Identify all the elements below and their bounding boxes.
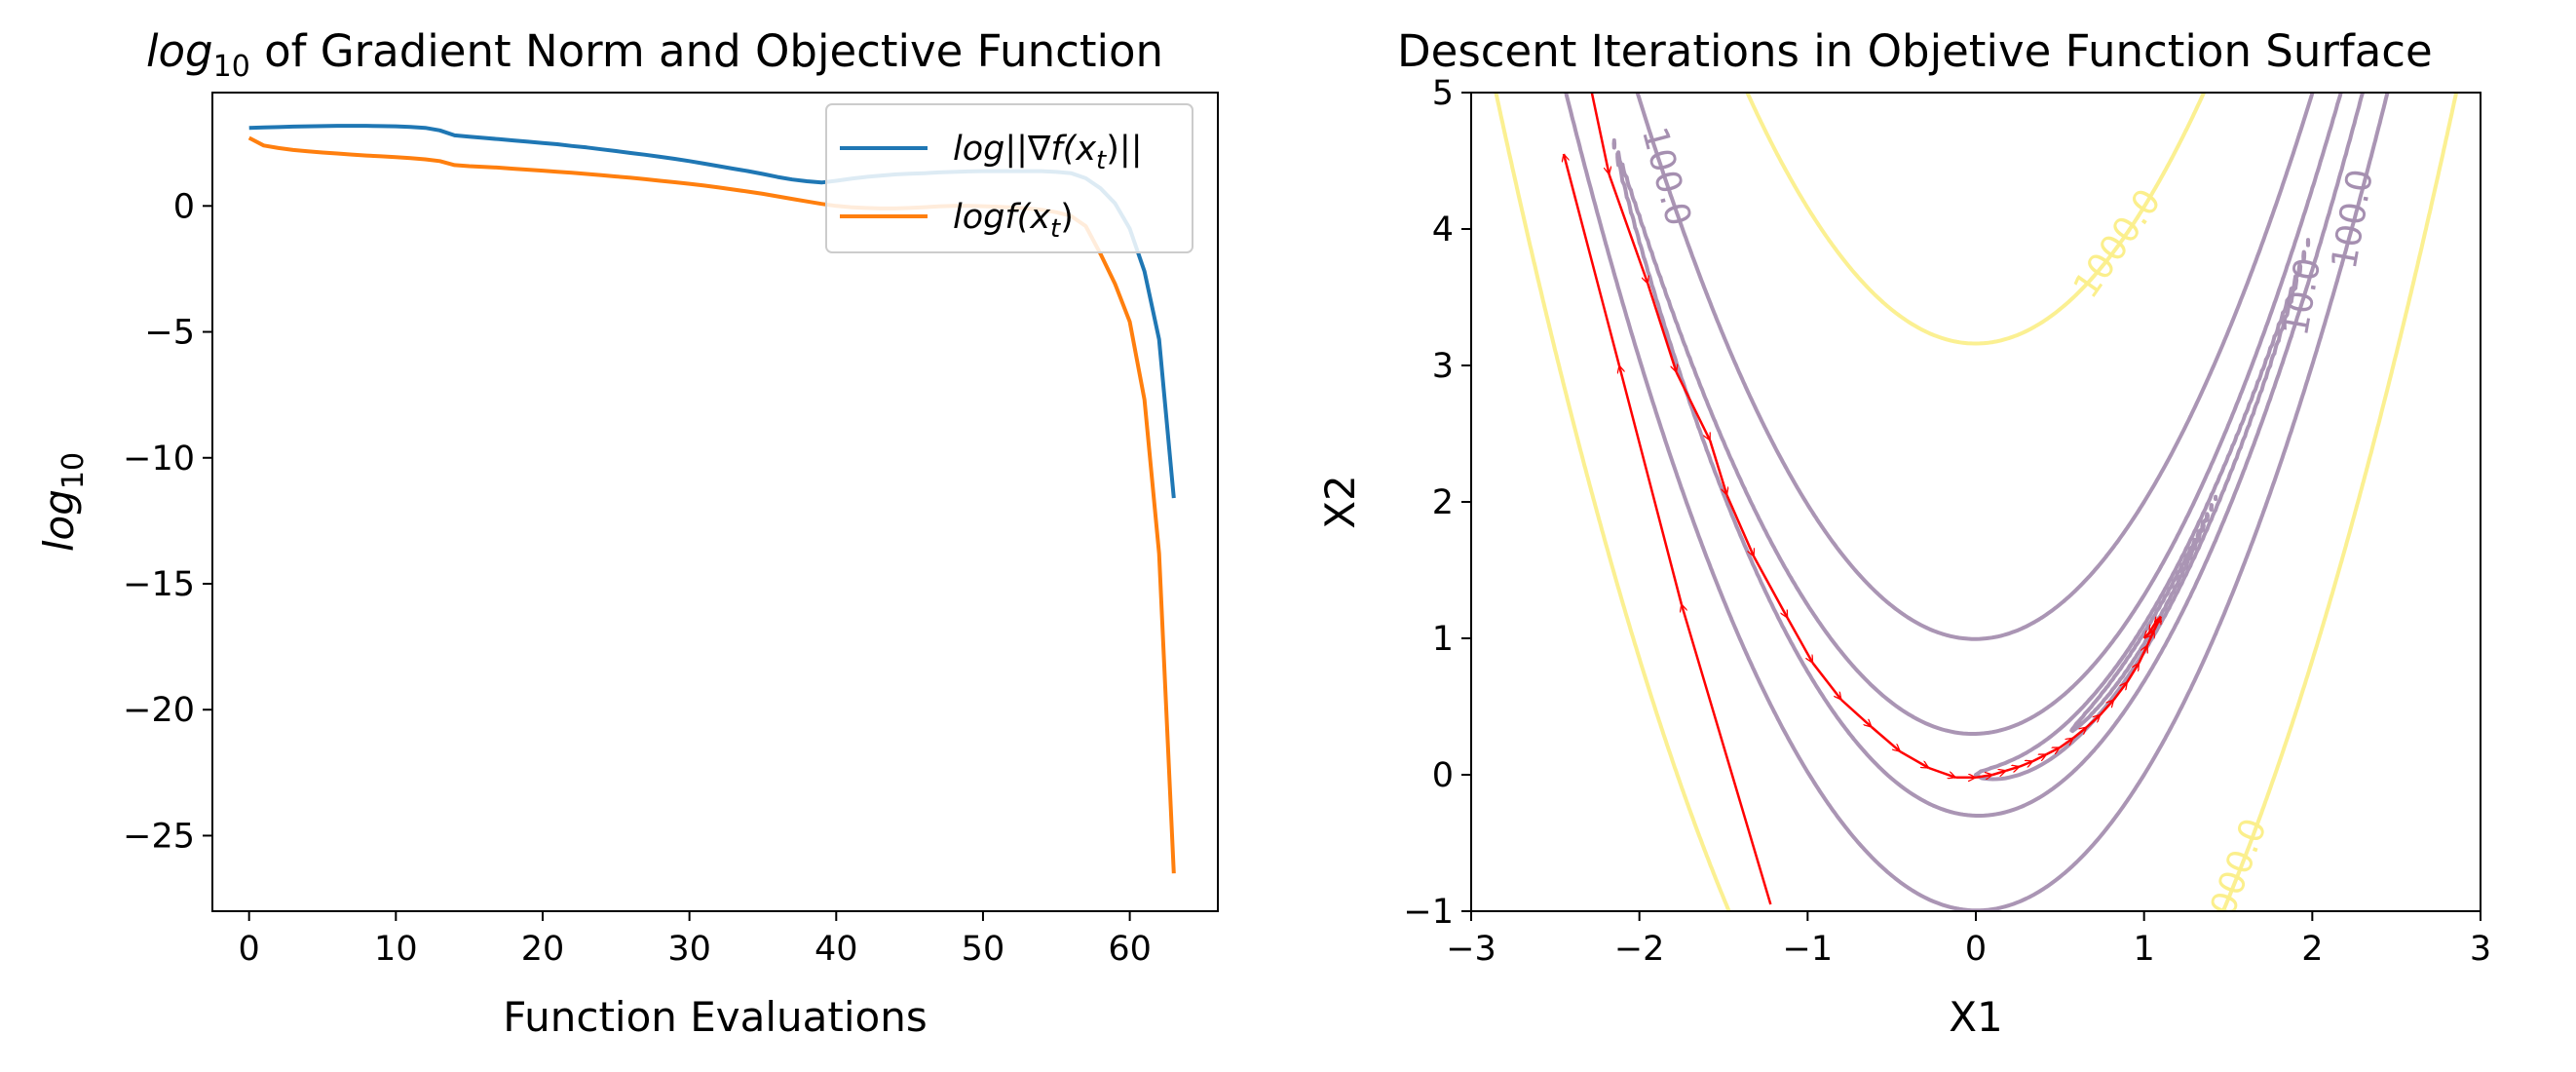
legend-label-objective: logf(xt)	[953, 198, 1074, 244]
descent-step-arrow	[1619, 365, 1684, 605]
right-ticks: −3 −2 −1 0 1 2 3 −1 0 1 2 3 4 5	[1403, 74, 2491, 969]
left-x-tick-label: 40	[814, 930, 858, 969]
descent-step-arrow	[2112, 682, 2129, 701]
contour-label: 1000.0	[2066, 182, 2170, 306]
right-x-tick-label: 0	[1965, 930, 1987, 969]
descent-step-arrow	[1647, 283, 1676, 372]
descent-step-arrow	[2126, 663, 2140, 683]
left-x-tick-label: 0	[239, 930, 260, 969]
gradient-objective-panel: log10 of Gradient Norm and Objective Fun…	[35, 25, 1219, 1041]
contour-line-1000	[1494, 93, 2459, 911]
right-x-tick-label: −2	[1614, 930, 1665, 969]
right-y-tick-label: 4	[1432, 211, 1454, 249]
left-x-axis-label: Function Evaluations	[503, 993, 927, 1041]
contour-line-1	[1974, 238, 2311, 782]
left-axes-frame	[211, 92, 1219, 912]
descent-step-arrow	[1899, 750, 1928, 770]
descent-step-arrow	[2144, 632, 2149, 638]
left-x-tick-label: 10	[374, 930, 418, 969]
contour-label: 1000.0	[2195, 814, 2275, 942]
descent-step-arrow	[1708, 440, 1726, 495]
left-ticks: 0 10 20 30 40 50 60 0 −5 −10 −15 −20 −25	[123, 187, 1152, 969]
descent-step-arrow	[1564, 154, 1621, 366]
right-x-axis-label: X1	[1949, 993, 2003, 1041]
right-y-axis-label: X2	[1316, 475, 1364, 529]
contour-line-100	[1564, 93, 2390, 911]
left-y-tick-label: −10	[123, 440, 195, 479]
right-y-tick-label: 5	[1432, 74, 1454, 113]
descent-step-arrow	[1590, 93, 1610, 174]
right-y-tick-label: 0	[1432, 756, 1454, 795]
left-y-tick-label: −25	[123, 817, 195, 856]
right-y-tick-label: 1	[1432, 620, 1454, 659]
left-x-tick-label: 20	[521, 930, 565, 969]
descent-step-arrow	[1840, 699, 1872, 727]
contour-label: 10.0	[2276, 255, 2329, 339]
right-chart-title: Descent Iterations in Objetive Function …	[1397, 25, 2433, 77]
descent-step-arrow	[1991, 771, 2006, 775]
descent-step-arrow	[1871, 726, 1900, 753]
left-y-axis-label: log10	[35, 452, 91, 552]
right-y-tick-label: 2	[1432, 483, 1454, 522]
descent-step-arrow	[2059, 737, 2073, 749]
descent-step-arrow	[2099, 700, 2114, 716]
descent-step-arrow	[1752, 555, 1789, 618]
descent-step-arrow	[1682, 604, 1772, 905]
right-x-tick-label: −3	[1446, 930, 1496, 969]
legend: log||∇f(xt)|| logf(xt)	[825, 103, 1193, 253]
contour-line-10	[1611, 93, 2366, 818]
descent-step-arrow	[1725, 494, 1756, 556]
left-y-tick-label: −5	[144, 314, 195, 353]
descent-step-arrow	[2005, 767, 2020, 771]
descent-step-arrow	[2138, 645, 2149, 664]
right-x-tick-label: 3	[2470, 930, 2491, 969]
left-x-tick-label: 50	[962, 930, 1005, 969]
descent-step-arrow	[2019, 761, 2033, 768]
descent-surface-panel: Descent Iterations in Objetive Function …	[1316, 25, 2491, 1041]
contour-label: 100.0	[1634, 123, 1698, 230]
descent-step-arrow	[1675, 371, 1712, 440]
right-x-tick-label: 1	[2134, 930, 2155, 969]
left-x-tick-label: 60	[1108, 930, 1152, 969]
left-y-tick-label: −15	[123, 565, 195, 604]
right-y-tick-label: −1	[1403, 893, 1454, 932]
left-y-tick-label: −20	[123, 691, 195, 730]
descent-step-arrow	[1786, 617, 1814, 663]
right-x-tick-label: −1	[1783, 930, 1834, 969]
left-x-tick-label: 30	[667, 930, 711, 969]
descent-step-arrow	[2032, 752, 2047, 763]
descent-step-arrow	[2045, 746, 2061, 756]
legend-label-gradient: log||∇f(xt)||	[953, 130, 1143, 175]
descent-step-arrow	[2086, 714, 2101, 728]
descent-step-arrow	[1608, 173, 1648, 284]
descent-step-arrow	[2072, 726, 2087, 740]
descent-step-arrow	[1928, 766, 1956, 778]
left-y-tick-label: 0	[173, 187, 195, 226]
descent-step-arrow	[1975, 775, 1992, 778]
descent-step-arrow	[1811, 662, 1842, 700]
right-x-tick-label: 2	[2301, 930, 2323, 969]
descent-step-arrow	[2153, 615, 2161, 625]
left-chart-title: log10 of Gradient Norm and Objective Fun…	[146, 25, 1163, 84]
right-y-tick-label: 3	[1432, 347, 1454, 386]
contour-label: 100.0	[2325, 167, 2381, 273]
